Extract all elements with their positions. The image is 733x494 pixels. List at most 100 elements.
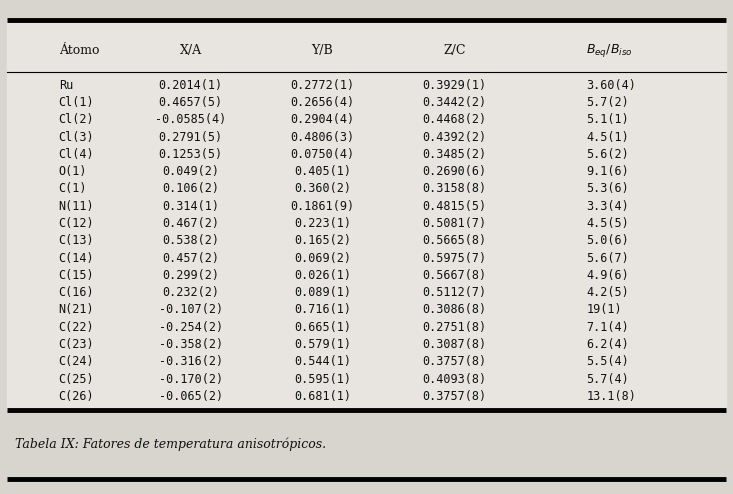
- Text: 0.026(1): 0.026(1): [294, 269, 351, 282]
- Text: C(23): C(23): [59, 338, 95, 351]
- Text: -0.358(2): -0.358(2): [158, 338, 223, 351]
- Text: N(21): N(21): [59, 303, 95, 317]
- Text: Cl(1): Cl(1): [59, 96, 95, 109]
- Text: 0.4468(2): 0.4468(2): [422, 113, 487, 126]
- Text: 0.360(2): 0.360(2): [294, 182, 351, 196]
- Text: 0.681(1): 0.681(1): [294, 390, 351, 403]
- Text: 5.6(7): 5.6(7): [586, 251, 629, 265]
- Text: 0.5665(8): 0.5665(8): [422, 234, 487, 247]
- Text: 0.457(2): 0.457(2): [162, 251, 219, 265]
- Text: C(24): C(24): [59, 355, 95, 369]
- Text: 5.5(4): 5.5(4): [586, 355, 629, 369]
- Text: 0.4392(2): 0.4392(2): [422, 130, 487, 144]
- Text: 0.3929(1): 0.3929(1): [422, 79, 487, 92]
- Text: 0.049(2): 0.049(2): [162, 165, 219, 178]
- Text: 0.3087(8): 0.3087(8): [422, 338, 487, 351]
- Text: $B_{eq}/B_{iso}$: $B_{eq}/B_{iso}$: [586, 42, 633, 59]
- Text: 0.223(1): 0.223(1): [294, 217, 351, 230]
- Text: 0.3485(2): 0.3485(2): [422, 148, 487, 161]
- Text: 0.165(2): 0.165(2): [294, 234, 351, 247]
- Text: 0.716(1): 0.716(1): [294, 303, 351, 317]
- Text: 0.595(1): 0.595(1): [294, 372, 351, 386]
- Text: 0.544(1): 0.544(1): [294, 355, 351, 369]
- Text: 0.579(1): 0.579(1): [294, 338, 351, 351]
- Text: Cl(3): Cl(3): [59, 130, 95, 144]
- Text: 0.3158(8): 0.3158(8): [422, 182, 487, 196]
- Text: 0.405(1): 0.405(1): [294, 165, 351, 178]
- Text: 6.2(4): 6.2(4): [586, 338, 629, 351]
- Text: Tabela IX: Fatores de temperatura anisotrópicos.: Tabela IX: Fatores de temperatura anisot…: [15, 438, 325, 452]
- Text: 0.4815(5): 0.4815(5): [422, 200, 487, 213]
- Bar: [7, 20, 726, 410]
- Text: 0.538(2): 0.538(2): [162, 234, 219, 247]
- Text: 5.6(2): 5.6(2): [586, 148, 629, 161]
- Text: 0.3086(8): 0.3086(8): [422, 303, 487, 317]
- Text: -0.254(2): -0.254(2): [158, 321, 223, 334]
- Text: 0.314(1): 0.314(1): [162, 200, 219, 213]
- Text: 0.5975(7): 0.5975(7): [422, 251, 487, 265]
- Text: 5.1(1): 5.1(1): [586, 113, 629, 126]
- Text: 0.069(2): 0.069(2): [294, 251, 351, 265]
- Text: 0.4093(8): 0.4093(8): [422, 372, 487, 386]
- Text: Y/B: Y/B: [312, 44, 334, 57]
- Text: 4.2(5): 4.2(5): [586, 286, 629, 299]
- Text: C(25): C(25): [59, 372, 95, 386]
- Text: 0.089(1): 0.089(1): [294, 286, 351, 299]
- Text: 0.2656(4): 0.2656(4): [290, 96, 355, 109]
- Text: 0.5112(7): 0.5112(7): [422, 286, 487, 299]
- Text: 0.3442(2): 0.3442(2): [422, 96, 487, 109]
- Text: N(11): N(11): [59, 200, 95, 213]
- Text: 0.4806(3): 0.4806(3): [290, 130, 355, 144]
- Text: 4.9(6): 4.9(6): [586, 269, 629, 282]
- Text: Ru: Ru: [59, 79, 73, 92]
- Text: 3.3(4): 3.3(4): [586, 200, 629, 213]
- Text: C(15): C(15): [59, 269, 95, 282]
- Text: -0.107(2): -0.107(2): [158, 303, 223, 317]
- Text: 0.299(2): 0.299(2): [162, 269, 219, 282]
- Text: 0.665(1): 0.665(1): [294, 321, 351, 334]
- Text: C(12): C(12): [59, 217, 95, 230]
- Text: 7.1(4): 7.1(4): [586, 321, 629, 334]
- Text: -0.065(2): -0.065(2): [158, 390, 223, 403]
- Text: 5.0(6): 5.0(6): [586, 234, 629, 247]
- Text: C(26): C(26): [59, 390, 95, 403]
- Text: Cl(2): Cl(2): [59, 113, 95, 126]
- Text: 0.0750(4): 0.0750(4): [290, 148, 355, 161]
- Text: 4.5(5): 4.5(5): [586, 217, 629, 230]
- Text: 0.1253(5): 0.1253(5): [158, 148, 223, 161]
- Text: 13.1(8): 13.1(8): [586, 390, 636, 403]
- Text: 0.467(2): 0.467(2): [162, 217, 219, 230]
- Text: 0.3757(8): 0.3757(8): [422, 355, 487, 369]
- Text: C(22): C(22): [59, 321, 95, 334]
- Text: -0.170(2): -0.170(2): [158, 372, 223, 386]
- Text: 0.2751(8): 0.2751(8): [422, 321, 487, 334]
- Text: 0.106(2): 0.106(2): [162, 182, 219, 196]
- Text: 5.7(2): 5.7(2): [586, 96, 629, 109]
- Text: -0.316(2): -0.316(2): [158, 355, 223, 369]
- Text: Átomo: Átomo: [59, 44, 99, 57]
- Text: 9.1(6): 9.1(6): [586, 165, 629, 178]
- Text: C(1): C(1): [59, 182, 87, 196]
- Text: C(13): C(13): [59, 234, 95, 247]
- Text: 0.2904(4): 0.2904(4): [290, 113, 355, 126]
- Text: Cl(4): Cl(4): [59, 148, 95, 161]
- Text: 0.2791(5): 0.2791(5): [158, 130, 223, 144]
- Text: 0.5667(8): 0.5667(8): [422, 269, 487, 282]
- Text: C(16): C(16): [59, 286, 95, 299]
- Text: 19(1): 19(1): [586, 303, 622, 317]
- Text: 0.5081(7): 0.5081(7): [422, 217, 487, 230]
- Text: C(14): C(14): [59, 251, 95, 265]
- Text: Z/C: Z/C: [443, 44, 465, 57]
- Text: 4.5(1): 4.5(1): [586, 130, 629, 144]
- Text: 0.2014(1): 0.2014(1): [158, 79, 223, 92]
- Text: 3.60(4): 3.60(4): [586, 79, 636, 92]
- Text: O(1): O(1): [59, 165, 87, 178]
- Text: 5.3(6): 5.3(6): [586, 182, 629, 196]
- Text: -0.0585(4): -0.0585(4): [155, 113, 226, 126]
- Text: 5.7(4): 5.7(4): [586, 372, 629, 386]
- Text: 0.3757(8): 0.3757(8): [422, 390, 487, 403]
- Text: 0.4657(5): 0.4657(5): [158, 96, 223, 109]
- Text: 0.2772(1): 0.2772(1): [290, 79, 355, 92]
- Text: 0.2690(6): 0.2690(6): [422, 165, 487, 178]
- Text: X/A: X/A: [180, 44, 202, 57]
